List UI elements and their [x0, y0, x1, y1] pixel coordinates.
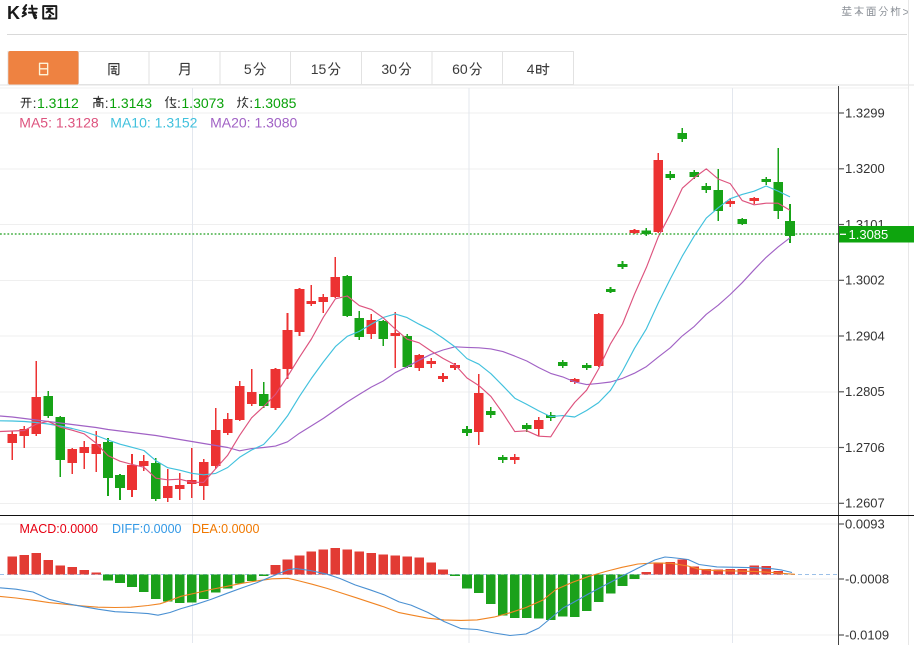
- svg-text:1.3200: 1.3200: [845, 161, 885, 176]
- svg-text:30: 30: [381, 61, 397, 77]
- svg-text:5: 5: [244, 61, 252, 77]
- svg-text:1.3112: 1.3112: [37, 95, 79, 111]
- svg-text:DIFF:0.0000: DIFF:0.0000: [112, 522, 182, 536]
- svg-text:1.3085: 1.3085: [849, 227, 889, 242]
- svg-text:60: 60: [452, 61, 468, 77]
- svg-text:DEA:0.0000: DEA:0.0000: [192, 522, 259, 536]
- svg-text:MA20: 1.3080: MA20: 1.3080: [210, 115, 297, 131]
- svg-text::: :: [177, 95, 181, 111]
- svg-text:1.3299: 1.3299: [845, 105, 885, 120]
- svg-text:MA10: 1.3152: MA10: 1.3152: [110, 115, 197, 131]
- svg-text:-0.0109: -0.0109: [845, 627, 889, 642]
- svg-text:1.2706: 1.2706: [845, 440, 885, 455]
- svg-text:1.2904: 1.2904: [845, 328, 885, 343]
- svg-text:15: 15: [311, 61, 327, 77]
- svg-text:0.0093: 0.0093: [845, 516, 885, 531]
- svg-text:-0.0008: -0.0008: [845, 571, 889, 586]
- svg-text:4: 4: [527, 61, 535, 77]
- svg-text:1.3073: 1.3073: [181, 95, 224, 111]
- svg-text:K: K: [7, 3, 20, 23]
- svg-text:1.3085: 1.3085: [254, 95, 297, 111]
- svg-text:>: >: [903, 5, 910, 19]
- svg-text:1.2607: 1.2607: [845, 496, 885, 511]
- svg-text:1.3143: 1.3143: [109, 95, 152, 111]
- svg-text:MACD:0.0000: MACD:0.0000: [20, 522, 99, 536]
- svg-text::: :: [33, 95, 37, 111]
- svg-text:MA5: 1.3128: MA5: 1.3128: [19, 115, 99, 131]
- svg-text::: :: [105, 95, 109, 111]
- svg-text:1.2805: 1.2805: [845, 384, 885, 399]
- svg-text:1.3002: 1.3002: [845, 273, 885, 288]
- svg-text::: :: [249, 95, 253, 111]
